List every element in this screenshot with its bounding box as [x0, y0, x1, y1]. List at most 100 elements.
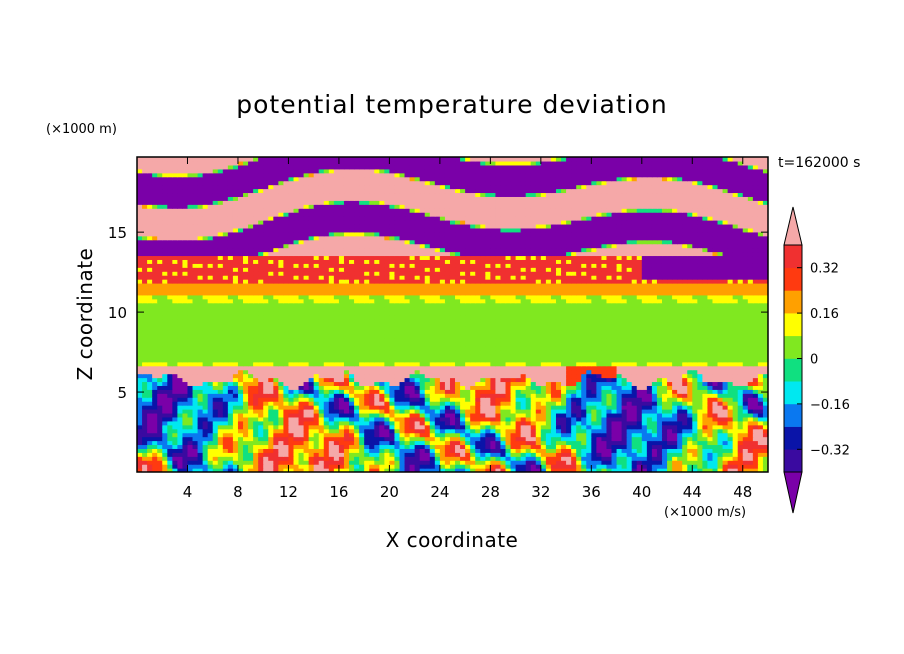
- field-cell: [197, 349, 204, 355]
- field-cell: [596, 444, 603, 449]
- field-cell: [147, 444, 153, 449]
- field-cell: [455, 389, 461, 394]
- field-cell: [555, 393, 562, 398]
- field-cell: [318, 357, 325, 363]
- field-cell: [656, 393, 663, 398]
- field-cell: [333, 369, 340, 375]
- field-cell: [757, 334, 764, 339]
- field-cell: [167, 342, 173, 347]
- field-cell: [651, 338, 658, 343]
- field-cell: [510, 373, 517, 379]
- field-cell: [157, 349, 163, 355]
- field-cell: [308, 365, 315, 371]
- field-cell: [444, 318, 451, 323]
- field-cell: [237, 424, 244, 430]
- field-cell: [727, 409, 734, 414]
- field-cell: [424, 381, 431, 386]
- field-cell: [349, 318, 355, 323]
- field-cell: [384, 377, 390, 383]
- field-cell: [248, 381, 254, 386]
- field-cell: [455, 464, 461, 469]
- field-cell: [444, 464, 451, 469]
- field-cell: [152, 389, 158, 394]
- field-cell: [237, 326, 244, 331]
- field-cell: [429, 436, 436, 442]
- field-cell: [253, 432, 259, 438]
- field-cell: [288, 420, 295, 426]
- field-cell: [661, 353, 668, 359]
- field-cell: [354, 416, 360, 422]
- field-cell: [182, 409, 189, 414]
- field-cell: [374, 353, 380, 359]
- field-cell: [470, 452, 476, 457]
- field-cell: [525, 385, 532, 390]
- field-cell: [258, 440, 264, 446]
- field-cell: [606, 365, 613, 371]
- field-cell: [515, 338, 522, 343]
- field-cell: [157, 444, 163, 449]
- field-cell: [702, 318, 709, 323]
- field-cell: [414, 397, 421, 402]
- field-cell: [742, 460, 749, 465]
- field-cell: [333, 468, 340, 472]
- field-cell: [520, 448, 527, 453]
- field-cell: [515, 349, 522, 355]
- field-cell: [646, 389, 653, 394]
- field-cell: [455, 342, 461, 347]
- field-cell: [460, 342, 466, 347]
- field-cell: [752, 342, 759, 347]
- field-cell: [692, 468, 698, 472]
- field-cell: [273, 381, 279, 386]
- field-cell: [177, 452, 184, 457]
- field-cell: [520, 428, 527, 434]
- field-cell: [631, 412, 638, 418]
- field-cell: [192, 468, 199, 472]
- field-cell: [475, 409, 481, 414]
- field-cell: [616, 424, 623, 430]
- chart-title: potential temperature deviation: [236, 90, 667, 119]
- field-cell: [197, 385, 204, 390]
- field-cell: [152, 318, 158, 323]
- field-cell: [182, 468, 189, 472]
- field-cell: [667, 401, 673, 406]
- field-cell: [661, 334, 668, 339]
- field-cell: [747, 444, 754, 449]
- field-cell: [475, 393, 481, 398]
- field-cell: [515, 424, 522, 430]
- field-cell: [278, 318, 284, 323]
- field-cell: [374, 369, 380, 375]
- field-cell: [707, 397, 714, 402]
- field-cell: [147, 334, 153, 339]
- field-cell: [510, 353, 517, 359]
- field-cell: [243, 326, 249, 331]
- field-cell: [439, 468, 446, 472]
- field-cell: [530, 444, 537, 449]
- field-cell: [616, 381, 623, 386]
- field-cell: [172, 334, 178, 339]
- field-cell: [318, 440, 325, 446]
- field-cell: [687, 346, 693, 351]
- field-cell: [505, 334, 512, 339]
- field-cell: [667, 342, 673, 347]
- field-cell: [288, 389, 295, 394]
- field-cell: [742, 397, 749, 402]
- field-cell: [561, 330, 567, 335]
- field-cell: [566, 314, 572, 320]
- field-cell: [338, 361, 345, 367]
- field-cell: [253, 373, 259, 379]
- field-cell: [727, 314, 734, 320]
- field-cell: [535, 393, 542, 398]
- field-cell: [732, 456, 739, 461]
- field-cell: [475, 357, 481, 363]
- field-cell: [399, 326, 406, 331]
- field-cell: [444, 373, 451, 379]
- field-cell: [283, 361, 290, 367]
- field-cell: [505, 452, 512, 457]
- field-cell: [222, 373, 229, 379]
- field-cell: [414, 338, 421, 343]
- field-cell: [152, 440, 158, 446]
- field-cell: [429, 416, 436, 422]
- field-cell: [626, 436, 633, 442]
- field-cell: [495, 346, 502, 351]
- field-cell: [227, 468, 234, 472]
